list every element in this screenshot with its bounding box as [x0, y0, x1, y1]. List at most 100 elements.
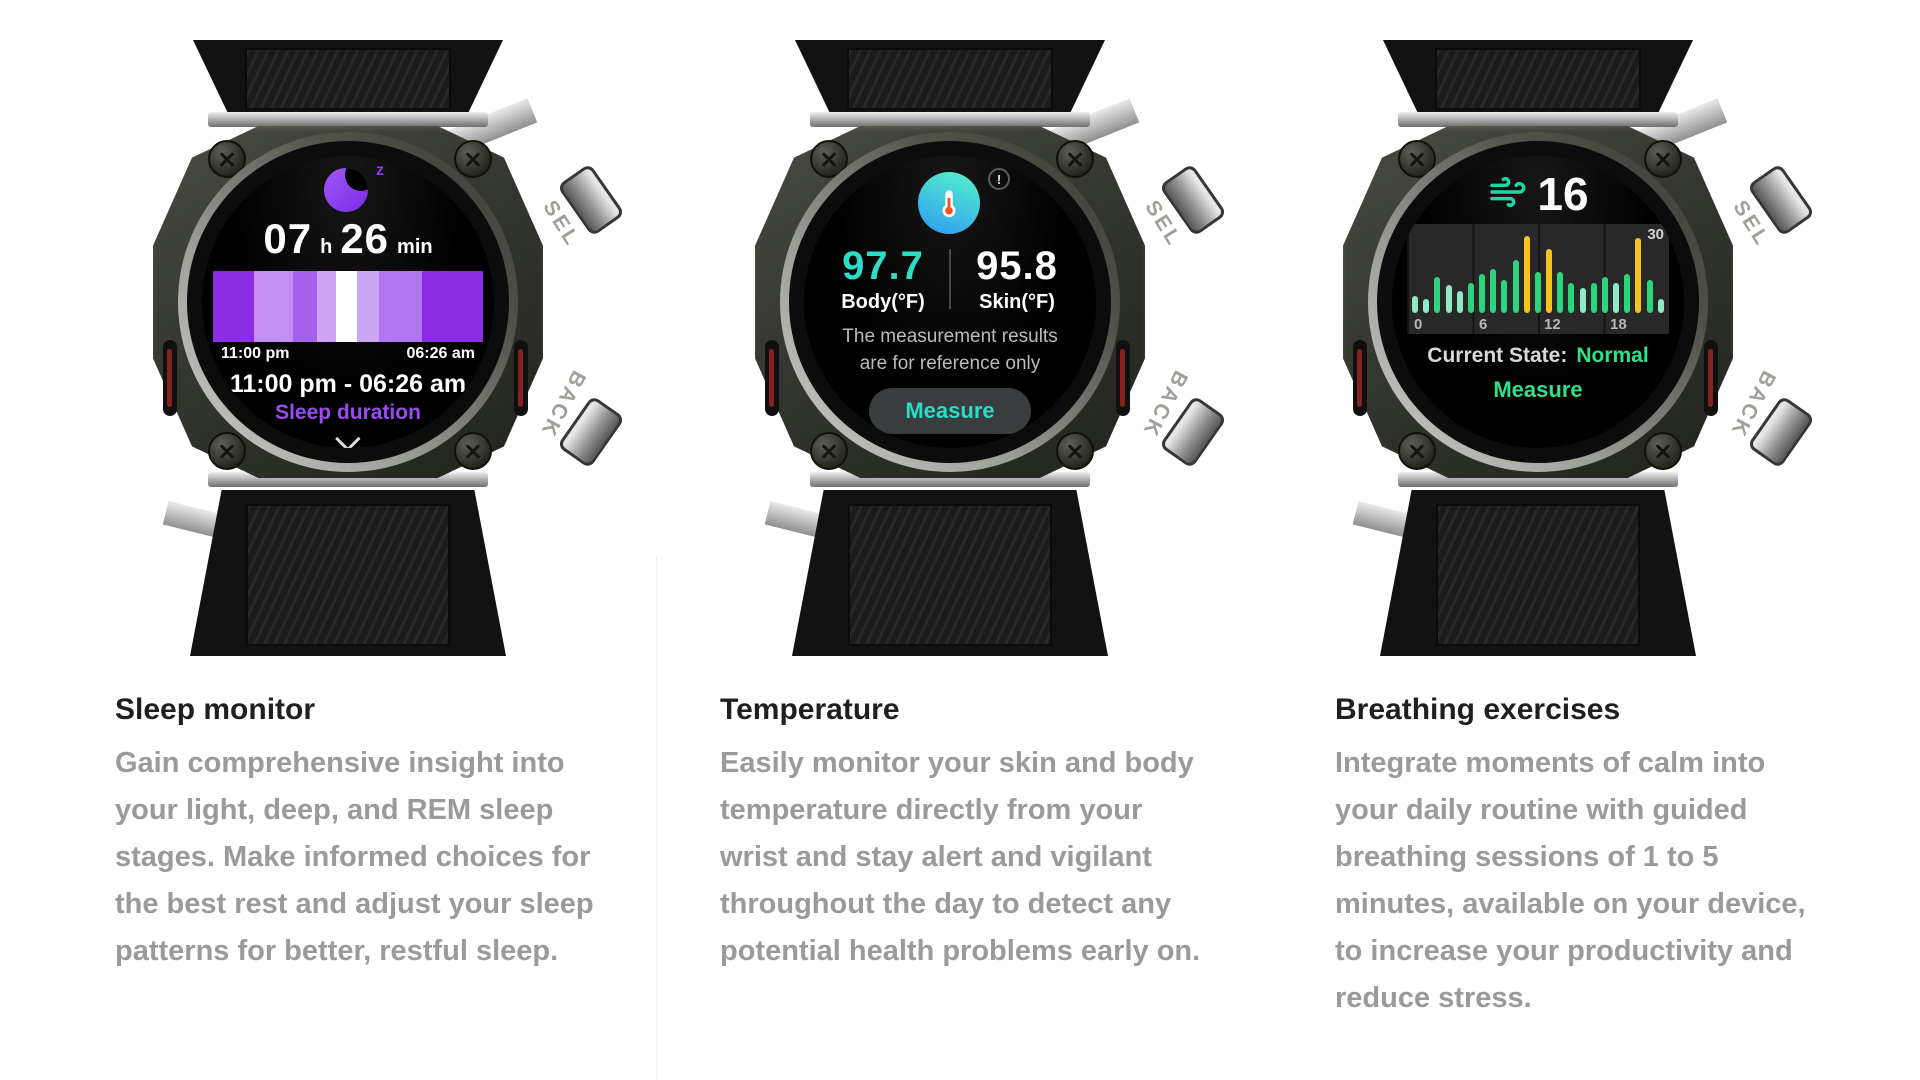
sleep-start-time: 11:00 pm	[221, 345, 290, 363]
smartwatch-temperature: SEL BACK !	[670, 40, 1230, 680]
chevron-down-icon[interactable]	[335, 426, 361, 448]
breath-bar	[1501, 279, 1508, 313]
breath-bar	[1590, 282, 1597, 313]
strap-bar-top	[810, 112, 1090, 127]
breath-bar	[1456, 290, 1463, 313]
y-max-label: 30	[1647, 226, 1664, 243]
thermometer-icon	[918, 172, 980, 234]
x-tick: 6	[1479, 316, 1488, 333]
screw-icon	[1398, 432, 1436, 470]
feature-heading: Sleep monitor	[115, 693, 316, 726]
side-accent-slot	[1353, 340, 1367, 416]
screw-icon	[1644, 432, 1682, 470]
side-accent-slot	[1116, 340, 1130, 416]
breath-bar	[1423, 299, 1430, 313]
reference-note: The measurement results are for referenc…	[842, 326, 1058, 374]
feature-column-breathing: Breathing exercises Integrate moments of…	[1335, 692, 1827, 1022]
screw-icon	[1056, 140, 1094, 178]
breathing-rate-value: 16	[1537, 168, 1589, 220]
temperature-values: 97.7 Body(°F) 95.8 Skin(°F)	[823, 244, 1077, 314]
watch-strap-bottom	[792, 490, 1108, 656]
screw-icon	[1056, 432, 1094, 470]
card-divider	[656, 556, 657, 1080]
breathing-screen: 16 30 0 6 12 18 Current State: Normal Me…	[1392, 156, 1684, 448]
feature-body: Gain comprehensive insight into your lig…	[115, 747, 594, 967]
strap-texture	[847, 48, 1053, 110]
breath-bar	[1467, 282, 1474, 313]
current-state-label: Current State:	[1427, 344, 1568, 367]
watch-strap-top	[1383, 40, 1693, 118]
screw-icon	[208, 140, 246, 178]
sleep-stage-segment	[253, 270, 293, 343]
breath-bar	[1479, 274, 1486, 313]
skin-temp-label: Skin(°F)	[979, 291, 1055, 313]
body-temp-label: Body(°F)	[841, 291, 925, 313]
sleep-duration-value: 07 h 26 min	[263, 215, 432, 263]
value-divider	[949, 249, 951, 309]
sleep-stage-segment	[379, 270, 423, 343]
sleep-stage-segment	[357, 270, 380, 343]
side-accent-slot	[1704, 340, 1718, 416]
screw-icon	[1644, 140, 1682, 178]
measure-button[interactable]: Measure	[869, 388, 1031, 434]
watch-strap-bottom	[190, 490, 506, 656]
strap-texture	[848, 504, 1052, 646]
side-accent-slot	[765, 340, 779, 416]
breathing-chart: 30 0 6 12 18	[1407, 224, 1669, 334]
breath-bar	[1601, 277, 1608, 313]
sleep-minutes: 26	[340, 214, 390, 262]
x-tick: 12	[1544, 316, 1561, 333]
feature-column-temperature: Temperature Easily monitor your skin and…	[720, 692, 1212, 975]
sleep-end-time: 06:26 am	[406, 345, 476, 363]
watch-bezel-ring: 16 30 0 6 12 18 Current State: Normal Me…	[1368, 132, 1708, 472]
breath-bar	[1534, 271, 1541, 313]
feature-body: Integrate moments of calm into your dail…	[1335, 747, 1806, 1014]
watch-bezel-ring: ! 97.7 Body(°F) 95.8 Skin(°F) The measur…	[780, 132, 1120, 472]
feature-heading: Temperature	[720, 693, 900, 726]
strap-texture	[245, 48, 451, 110]
sleep-minutes-unit: min	[397, 235, 433, 258]
breath-bar	[1512, 260, 1519, 313]
screw-icon	[454, 140, 492, 178]
side-accent-slot	[163, 340, 177, 416]
sleep-stage-segment	[316, 270, 336, 343]
breath-bar	[1445, 285, 1452, 313]
sleep-range-label: 11:00 pm - 06:26 am	[229, 370, 467, 399]
crescent-moon-icon	[324, 168, 368, 212]
breath-bar	[1646, 279, 1653, 313]
sleep-screen: z 07 h 26 min 11:00 pm 06:26 am 11:00 pm…	[202, 156, 494, 448]
breath-bar	[1523, 235, 1530, 313]
breath-bar	[1579, 288, 1586, 313]
x-tick: 18	[1610, 316, 1627, 333]
info-icon[interactable]: !	[988, 168, 1010, 190]
watch-bezel-ring: z 07 h 26 min 11:00 pm 06:26 am 11:00 pm…	[178, 132, 518, 472]
sleep-stage-segment	[213, 270, 254, 343]
feature-heading: Breathing exercises	[1335, 693, 1621, 726]
screw-icon	[454, 432, 492, 470]
feature-body: Easily monitor your skin and body temper…	[720, 747, 1201, 967]
sleep-time-axis: 11:00 pm 06:26 am	[221, 345, 475, 363]
smartwatch-breathing: SEL BACK 16 30 0	[1258, 40, 1818, 680]
smartwatch-sleep: SEL BACK z 07 h 26 min 11:00 pm 06:26 am	[68, 40, 628, 680]
breath-bar	[1412, 296, 1418, 313]
feature-column-sleep: Sleep monitor Gain comprehensive insight…	[115, 692, 607, 975]
sleep-hours: 07	[263, 214, 313, 262]
strap-texture	[1436, 504, 1640, 646]
skin-temp-value: 95.8	[976, 244, 1058, 288]
breath-bar	[1635, 238, 1642, 313]
breath-bar	[1557, 271, 1564, 313]
watch-strap-top	[193, 40, 503, 118]
body-temp-value: 97.7	[842, 244, 924, 288]
screw-icon	[810, 432, 848, 470]
sleep-stage-segment	[422, 270, 483, 343]
side-accent-slot	[514, 340, 528, 416]
breath-bar	[1434, 277, 1441, 313]
sleep-stages-chart	[213, 270, 483, 343]
breath-bar	[1568, 282, 1575, 313]
breathing-bars	[1412, 230, 1664, 313]
strap-texture	[246, 504, 450, 646]
sleep-z-glyph: z	[376, 162, 384, 179]
measure-button[interactable]: Measure	[1493, 377, 1583, 402]
breath-bar	[1624, 274, 1631, 313]
